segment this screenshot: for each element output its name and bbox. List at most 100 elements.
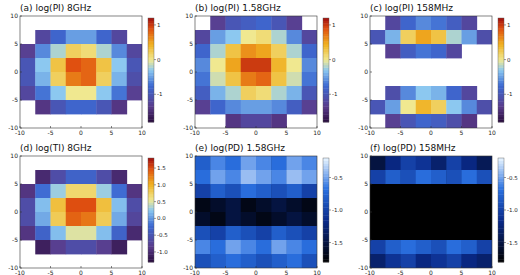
- panel: -10-50510-10-50510(a) log(PI) 8GHz-101: [8, 3, 162, 136]
- y-tick: [370, 128, 372, 129]
- x-tick: [81, 126, 82, 128]
- cell: [462, 30, 478, 44]
- cell: [401, 212, 417, 226]
- colorbar-tick-label: -1.0: [157, 249, 168, 255]
- cell: [35, 30, 51, 44]
- cell: [226, 170, 242, 184]
- cell: [287, 86, 303, 100]
- colorbar-strip: [148, 36, 154, 39]
- cell: [370, 240, 386, 254]
- cell: [35, 72, 51, 86]
- colorbar-tick-label: 0: [157, 57, 161, 63]
- colorbar-strip: [498, 233, 504, 236]
- cell: [401, 226, 417, 240]
- colorbar-strip: [498, 114, 504, 117]
- cell: [271, 212, 287, 226]
- colorbar-frame: [148, 18, 154, 122]
- colorbar-strip: [323, 163, 329, 166]
- cell: [302, 44, 317, 58]
- colorbar-strip: [148, 93, 154, 96]
- colorbar-strip: [323, 86, 329, 89]
- x-tick: [431, 126, 432, 128]
- cell: [81, 30, 97, 44]
- cell: [226, 30, 242, 44]
- cell: [287, 58, 303, 72]
- colorbar-strip: [148, 70, 154, 73]
- cell: [20, 198, 36, 212]
- x-tick-label: 10: [138, 269, 146, 275]
- colorbar-strip: [498, 101, 504, 104]
- cell: [195, 58, 211, 72]
- colorbar-tick-label: -1: [332, 91, 337, 97]
- cell: [370, 254, 386, 268]
- colorbar-strip: [498, 226, 504, 229]
- cell: [127, 184, 142, 198]
- cell: [446, 16, 462, 30]
- colorbar-strip: [148, 171, 154, 174]
- colorbar-strip: [148, 174, 154, 177]
- colorbar-strip: [148, 218, 154, 221]
- cell: [96, 198, 112, 212]
- cell: [195, 44, 211, 58]
- colorbar-strip: [323, 44, 329, 47]
- x-tick-label: 5: [285, 269, 289, 275]
- colorbar-strip: [323, 101, 329, 104]
- cell: [51, 86, 67, 100]
- plot-frame: [20, 16, 142, 128]
- cell: [210, 226, 226, 240]
- colorbar-strip: [148, 254, 154, 257]
- cell: [477, 254, 492, 268]
- colorbar-tick-label: 0.0: [157, 215, 166, 221]
- colorbar-strip: [323, 26, 329, 29]
- cell: [385, 212, 401, 226]
- colorbar-strip: [498, 31, 504, 34]
- colorbar-strip: [498, 99, 504, 102]
- colorbar-strip: [498, 34, 504, 37]
- cell: [226, 58, 242, 72]
- colorbar-strip: [148, 112, 154, 115]
- cell: [462, 212, 478, 226]
- cell: [302, 212, 317, 226]
- colorbar-strip: [323, 192, 329, 195]
- y-tick-label: 0: [364, 68, 368, 75]
- colorbar-strip: [498, 39, 504, 42]
- x-tick: [256, 266, 257, 268]
- colorbar-strip: [323, 34, 329, 37]
- cell: [370, 212, 386, 226]
- colorbar-strip: [323, 21, 329, 24]
- colorbar-strip: [323, 189, 329, 192]
- plot-frame: [370, 16, 492, 128]
- cell: [210, 58, 226, 72]
- colorbar-strip: [148, 34, 154, 37]
- colorbar-strip: [498, 218, 504, 221]
- cell: [96, 212, 112, 226]
- panel-title: (a) log(PI) 8GHz: [20, 3, 92, 13]
- cell: [401, 156, 417, 170]
- cell: [271, 16, 287, 30]
- cell: [96, 170, 112, 184]
- y-tick-label: -5: [12, 236, 18, 243]
- y-tick: [195, 44, 197, 45]
- colorbar-strip: [148, 168, 154, 171]
- cell: [81, 100, 97, 114]
- colorbar-strip: [498, 207, 504, 210]
- colorbar-strip: [498, 176, 504, 179]
- cell: [226, 184, 242, 198]
- cell: [81, 226, 97, 240]
- cell: [226, 114, 242, 128]
- cell: [287, 198, 303, 212]
- cell: [462, 170, 478, 184]
- x-tick-label: 10: [488, 269, 496, 275]
- y-tick-label: -10: [8, 264, 18, 271]
- cell: [302, 170, 317, 184]
- colorbar-strip: [148, 23, 154, 26]
- x-tick: [50, 126, 51, 128]
- cell: [287, 212, 303, 226]
- cell: [241, 240, 257, 254]
- cell: [66, 44, 82, 58]
- x-tick-label: 0: [254, 129, 258, 136]
- colorbar-strip: [148, 52, 154, 55]
- cell: [127, 72, 142, 86]
- panel-title: (b) log(PI) 1.58GHz: [195, 3, 281, 13]
- colorbar-strip: [323, 207, 329, 210]
